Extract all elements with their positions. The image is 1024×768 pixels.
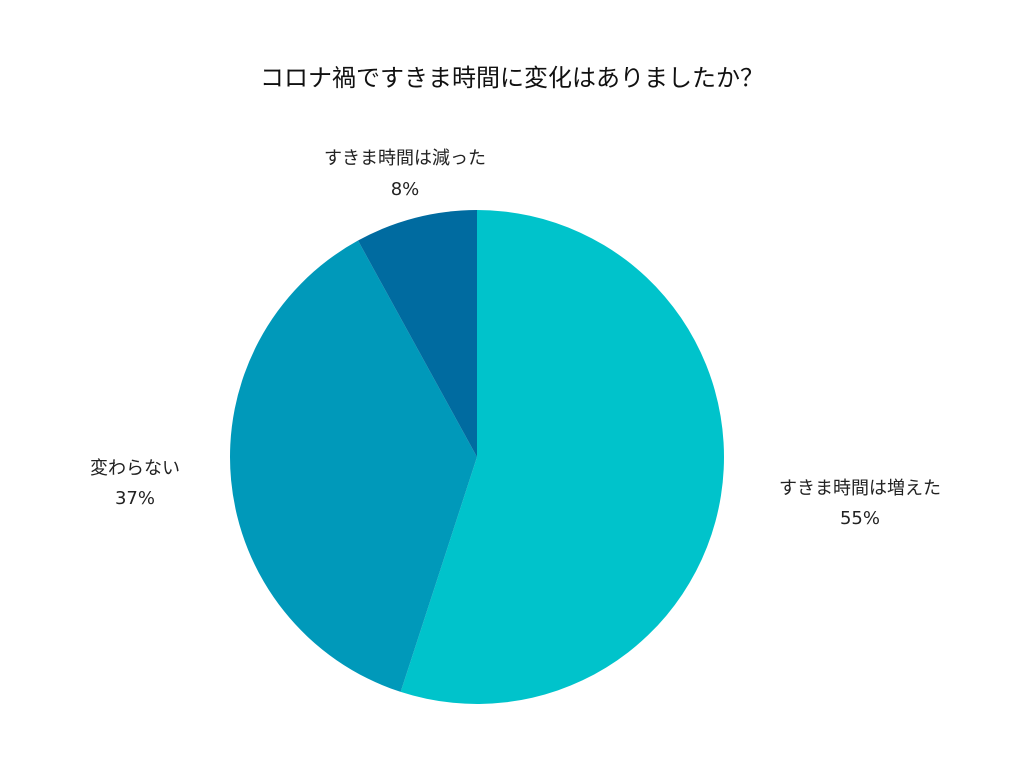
slice-value-unchanged: 37% bbox=[115, 488, 155, 509]
slice-label-unchanged: 変わらない bbox=[90, 458, 180, 479]
slice-value-increased: 55% bbox=[840, 508, 880, 529]
slice-value-decreased: 8% bbox=[391, 179, 420, 200]
slice-decreased bbox=[358, 210, 477, 457]
slice-labels: すきま時間は増えた 55% 変わらない 37% すきま時間は減った 8% bbox=[90, 148, 941, 529]
slice-increased bbox=[400, 209, 725, 704]
slice-unchanged bbox=[229, 240, 477, 692]
slice-label-increased: すきま時間は増えた bbox=[779, 478, 941, 499]
pie-slices bbox=[229, 209, 725, 704]
slice-label-decreased: すきま時間は減った bbox=[324, 148, 486, 169]
chart-title: コロナ禍ですきま時間に変化はありましたか？ bbox=[260, 64, 764, 92]
